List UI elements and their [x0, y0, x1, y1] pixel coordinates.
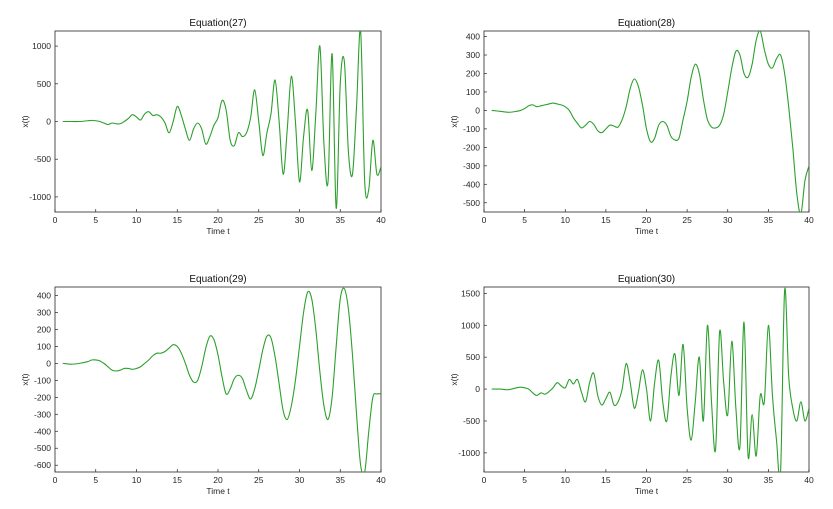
y-tick-label: -500: [463, 198, 480, 208]
y-axis-label: x(t): [20, 115, 30, 127]
x-tick-label: 40: [376, 215, 386, 225]
axes-frame: [483, 286, 810, 473]
y-tick-label: -300: [463, 161, 480, 171]
y-tick-label: -500: [463, 416, 480, 426]
x-tick-label: 35: [336, 475, 346, 485]
series-line-1-1: [62, 31, 381, 209]
y-tick-label: 200: [466, 68, 480, 78]
x-tick-label: 35: [764, 215, 774, 225]
y-axis-label: x(t): [20, 373, 30, 385]
series-line-3-1: [62, 287, 381, 472]
x-tick-label: 15: [173, 475, 183, 485]
axes-frame: [54, 286, 382, 473]
y-tick-label: -100: [34, 375, 51, 385]
x-tick-label: 30: [723, 475, 733, 485]
x-tick-label: 35: [764, 475, 774, 485]
y-tick-label: -300: [34, 409, 51, 419]
y-axis-label: x(t): [449, 115, 459, 127]
x-tick-label: 30: [295, 215, 305, 225]
series-line-2-1: [491, 31, 809, 212]
y-tick-label: 0: [46, 117, 51, 127]
x-tick-label: 25: [682, 215, 692, 225]
y-tick-label: 400: [466, 32, 480, 42]
y-tick-label: -1000: [458, 448, 480, 458]
chart-title: Equation(27): [189, 18, 246, 29]
chart-panel-1: 0 5 10 15 20 25 30 35 40 -1000 -500 0 500 1000 Equatio…: [20, 18, 386, 236]
chart-panel-2: 0 5 10 15 20 25 30 35 40 -500 -400 -300 -200 -100 0 100…: [449, 18, 814, 236]
x-axis-label: Time t: [635, 226, 659, 236]
chart-panel-3: 0 5 10 15 20 25 30 35 40 -600 -500 -400 -300 -200 -100…: [20, 274, 386, 496]
x-tick-label: 0: [53, 215, 58, 225]
x-tick-label: 20: [213, 215, 223, 225]
x-tick-label: 35: [336, 215, 346, 225]
y-tick-label: 1000: [461, 320, 480, 330]
x-tick-label: 10: [561, 215, 571, 225]
x-tick-label: 40: [376, 475, 386, 485]
y-tick-label: -500: [34, 443, 51, 453]
x-tick-label: 15: [173, 215, 183, 225]
y-tick-label: 0: [475, 384, 480, 394]
x-tick-label: 15: [601, 215, 611, 225]
y-tick-label: 300: [466, 50, 480, 60]
x-tick-label: 5: [93, 475, 98, 485]
chart-title: Equation(30): [618, 274, 675, 285]
x-tick-label: 20: [642, 215, 652, 225]
x-tick-label: 5: [522, 215, 527, 225]
y-tick-label: 500: [466, 352, 480, 362]
x-tick-label: 10: [561, 475, 571, 485]
y-tick-label: 100: [37, 341, 51, 351]
chart-panel-4: 0 5 10 15 20 25 30 35 40 -1000 -500 0 500 1000 1500 Equ…: [449, 274, 814, 496]
series-line-4-1: [491, 287, 809, 472]
y-tick-label: 500: [37, 79, 51, 89]
y-tick-label: 400: [37, 290, 51, 300]
x-tick-label: 15: [601, 475, 611, 485]
x-tick-label: 0: [482, 475, 487, 485]
x-tick-label: 5: [93, 215, 98, 225]
x-tick-label: 0: [482, 215, 487, 225]
x-tick-label: 5: [522, 475, 527, 485]
y-tick-label: -400: [463, 179, 480, 189]
chart-title: Equation(29): [189, 274, 246, 285]
x-axis-label: Time t: [635, 486, 659, 496]
x-tick-label: 40: [804, 215, 814, 225]
y-tick-label: 100: [466, 87, 480, 97]
x-tick-label: 30: [295, 475, 305, 485]
x-tick-label: 20: [642, 475, 652, 485]
y-tick-label: -400: [34, 426, 51, 436]
x-tick-label: 25: [254, 475, 264, 485]
y-tick-label: -200: [463, 142, 480, 152]
chart-title: Equation(28): [618, 18, 675, 29]
x-tick-label: 25: [682, 475, 692, 485]
x-tick-label: 40: [804, 475, 814, 485]
y-tick-label: 0: [475, 105, 480, 115]
y-axis-label: x(t): [449, 373, 459, 385]
x-tick-label: 10: [132, 475, 142, 485]
y-tick-label: 1000: [32, 41, 51, 51]
y-tick-label: 300: [37, 307, 51, 317]
x-tick-label: 10: [132, 215, 142, 225]
y-tick-label: 0: [46, 358, 51, 368]
y-tick-label: -200: [34, 392, 51, 402]
x-tick-label: 20: [213, 475, 223, 485]
axes-frame: [483, 30, 810, 213]
y-tick-label: 1500: [461, 288, 480, 298]
y-tick-label: -600: [34, 460, 51, 470]
x-axis-label: Time t: [206, 226, 230, 236]
x-tick-label: 30: [723, 215, 733, 225]
x-tick-label: 0: [53, 475, 58, 485]
y-tick-label: 200: [37, 324, 51, 334]
x-tick-label: 25: [254, 215, 264, 225]
x-axis-label: Time t: [206, 486, 230, 496]
y-tick-label: -1000: [29, 192, 51, 202]
y-tick-label: -500: [34, 154, 51, 164]
y-tick-label: -100: [463, 124, 480, 134]
